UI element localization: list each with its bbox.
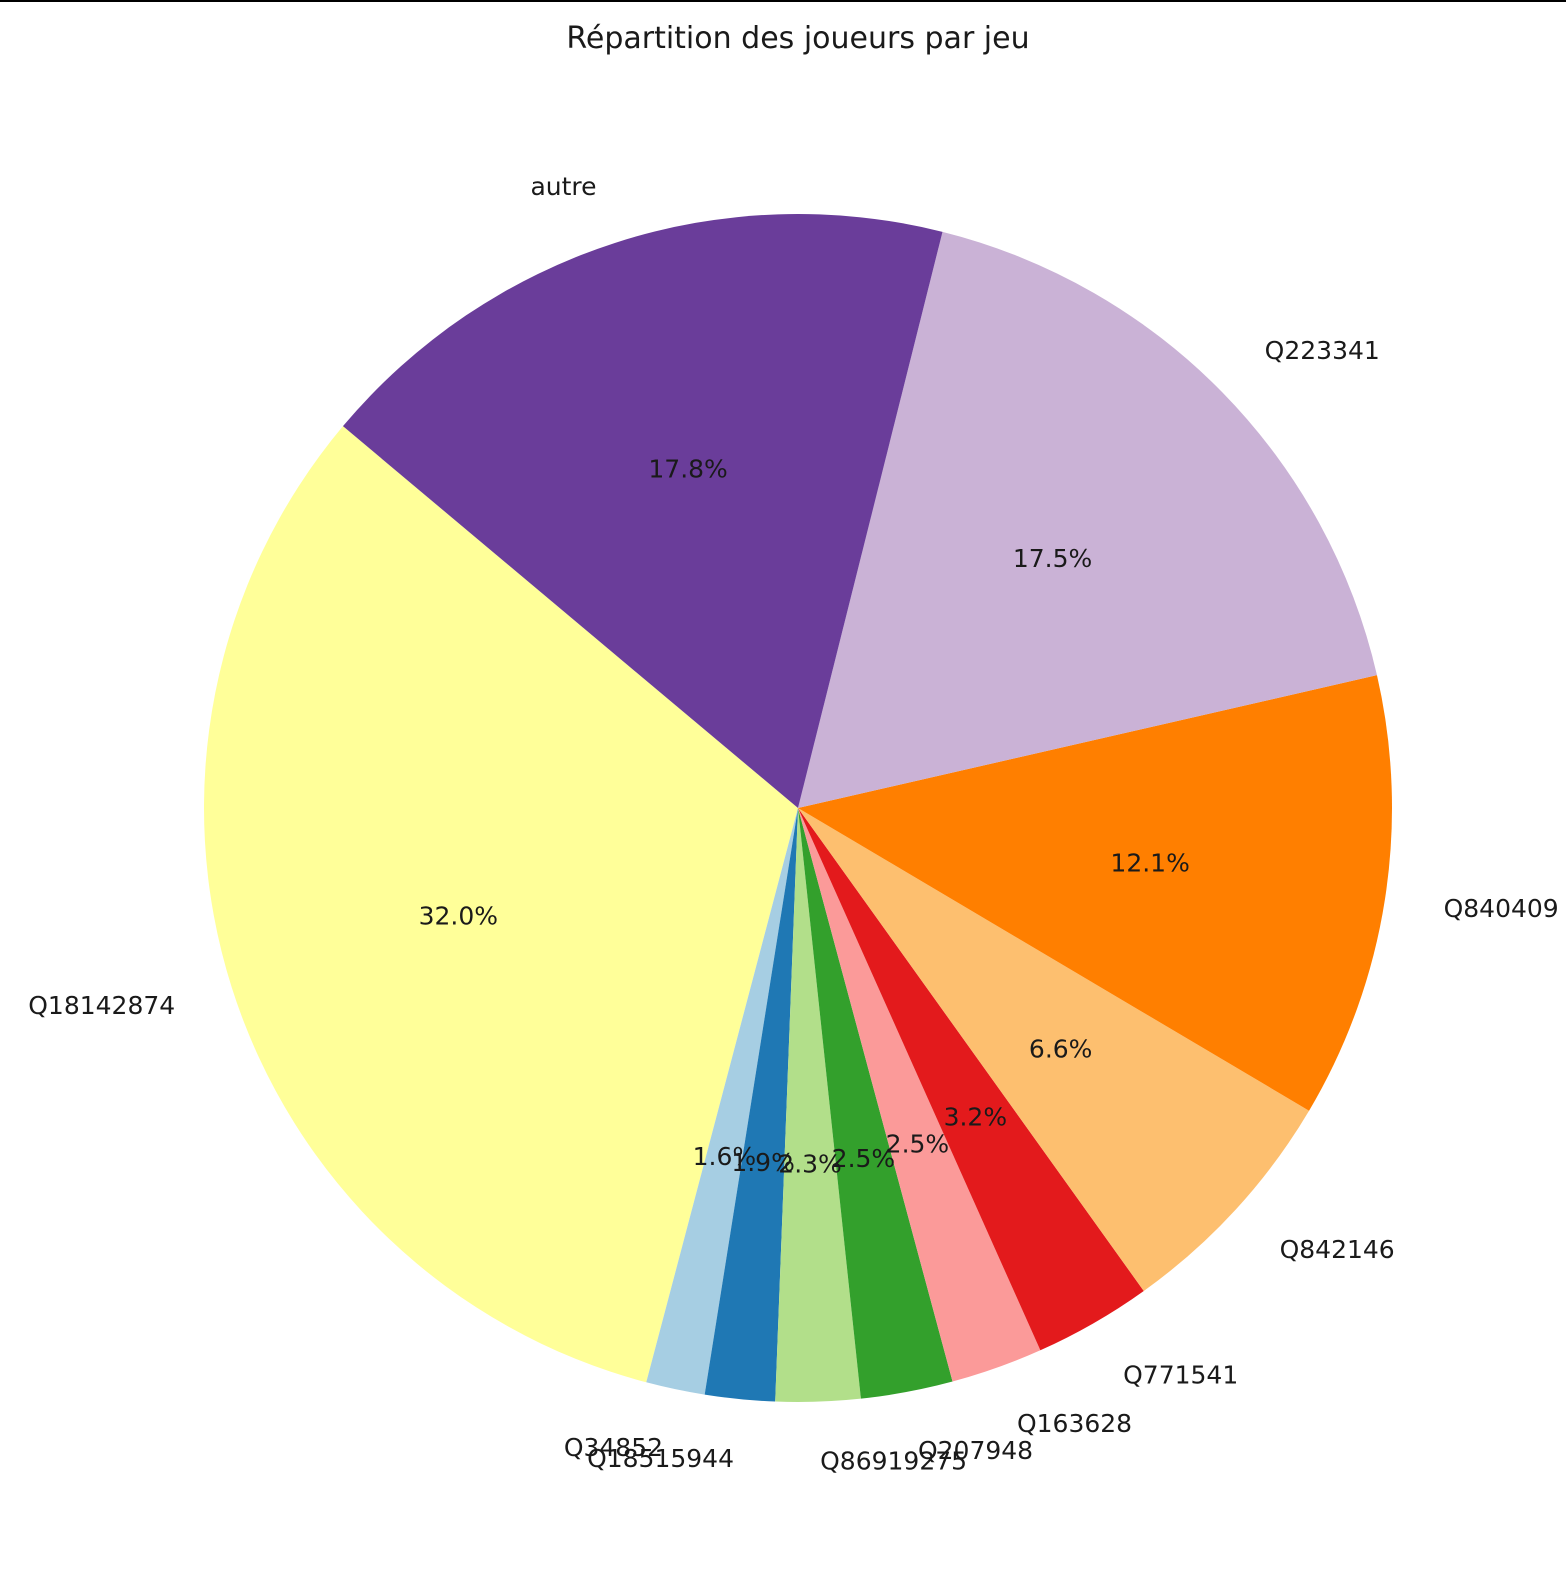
- slice-percentage: 3.2%: [944, 1103, 1008, 1132]
- slice-label: Q771541: [1123, 1360, 1238, 1389]
- slice-percentage: 12.1%: [1110, 848, 1189, 877]
- pie-slice: [798, 808, 1144, 1351]
- slice-label: Q34852: [564, 1433, 663, 1462]
- slice-label: Q18515944: [587, 1444, 734, 1473]
- chart-title: Répartition des joueurs par jeu: [566, 21, 1029, 56]
- percentage-labels: 32.0%1.6%1.9%2.3%2.5%2.5%3.2%6.6%12.1%17…: [419, 454, 1190, 1178]
- slice-percentage: 6.6%: [1029, 1034, 1093, 1063]
- slice-percentage: 2.3%: [778, 1150, 842, 1179]
- slice-percentage: 2.5%: [886, 1129, 950, 1158]
- pie-slice: [342, 214, 943, 808]
- slice-label: Q842146: [1280, 1235, 1395, 1264]
- pie-slice: [203, 426, 798, 1383]
- pie-slice: [798, 231, 1377, 808]
- slice-percentage: 1.9%: [731, 1148, 795, 1177]
- slice-label: Q840409: [1444, 894, 1559, 923]
- pie-slice: [798, 675, 1392, 1111]
- slice-percentage: 17.5%: [1013, 544, 1092, 573]
- pie-slice: [798, 808, 1310, 1291]
- pie-slice: [798, 808, 953, 1399]
- slice-label: Q163628: [1017, 1409, 1132, 1438]
- slice-percentage: 17.8%: [648, 454, 727, 483]
- slice-percentage: 32.0%: [419, 901, 498, 930]
- slice-label: Q207948: [918, 1436, 1033, 1465]
- pie-slice: [704, 808, 798, 1402]
- pie-slices: [203, 214, 1392, 1402]
- slice-label: Q86919275: [820, 1447, 967, 1476]
- slice-label: autre: [530, 172, 596, 201]
- slice-label: Q18142874: [28, 991, 175, 1020]
- slice-percentage: 2.5%: [832, 1144, 896, 1173]
- slice-label: Q223341: [1265, 336, 1380, 365]
- pie-slice: [646, 808, 798, 1395]
- pie-slice: [775, 808, 861, 1402]
- pie-slice: [798, 808, 1041, 1382]
- slice-percentage: 1.6%: [693, 1142, 757, 1171]
